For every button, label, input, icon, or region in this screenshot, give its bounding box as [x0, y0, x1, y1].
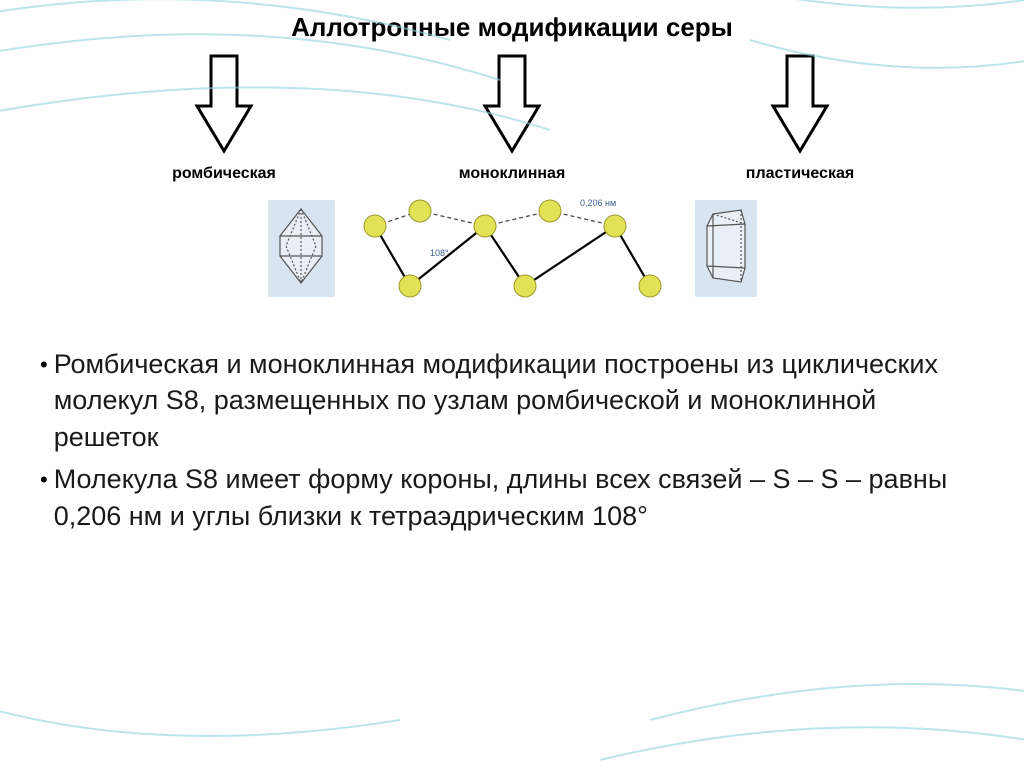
monoclinic-crystal-box [695, 200, 757, 297]
page-title: Аллотропные модификации серы [0, 0, 1024, 43]
rhombic-crystal-box [268, 200, 335, 297]
down-arrow-icon [477, 51, 547, 161]
bullet-text: Молекула S8 имеет форму короны, длины вс… [54, 461, 984, 534]
s8-molecule-diagram: 0,206 нм 108° [355, 191, 675, 306]
bullet-dot-icon: • [40, 469, 48, 491]
monoclinic-crystal-icon [701, 206, 751, 286]
labels-row: ромбическая моноклинная пластическая [0, 165, 1024, 183]
down-arrow-icon [765, 51, 835, 161]
label-mono: моноклинная [368, 165, 656, 183]
label-romb: ромбическая [80, 165, 368, 183]
bullet-text: Ромбическая и моноклинная модификации по… [54, 346, 984, 455]
arrows-row [0, 51, 1024, 161]
arrow-right [765, 51, 835, 161]
down-arrow-icon [189, 51, 259, 161]
bullet-item: • Ромбическая и моноклинная модификации … [40, 346, 984, 455]
bond-angle-label: 108° [430, 248, 449, 258]
arrow-center [477, 51, 547, 161]
figure-row: 0,206 нм 108° [0, 191, 1024, 306]
rhombic-crystal-icon [274, 206, 329, 286]
bullet-item: • Молекула S8 имеет форму короны, длины … [40, 461, 984, 534]
label-plastic: пластическая [656, 165, 944, 183]
bond-length-label: 0,206 нм [580, 198, 616, 208]
bullet-list: • Ромбическая и моноклинная модификации … [0, 346, 1024, 534]
bullet-dot-icon: • [40, 354, 48, 376]
arrow-left [189, 51, 259, 161]
